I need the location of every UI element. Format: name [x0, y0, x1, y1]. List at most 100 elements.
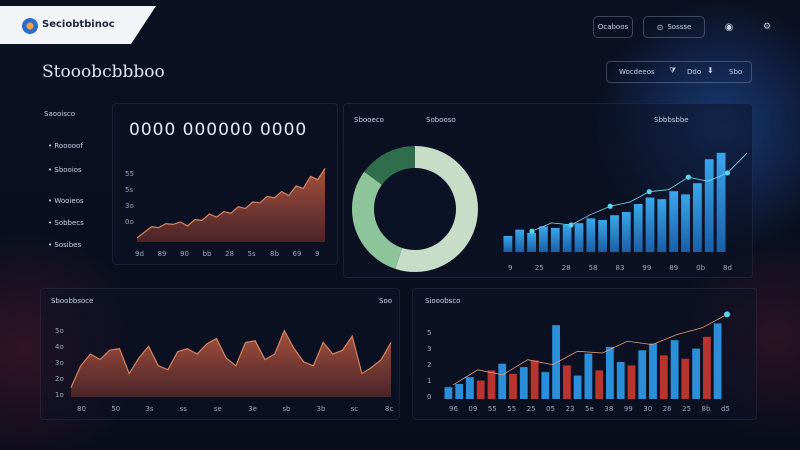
area1-x-tick: 90: [180, 250, 189, 258]
bars2-bar[interactable]: [444, 387, 453, 399]
toolbar-mid[interactable]: Ddo: [687, 68, 702, 76]
donut-label-2: Sobooso: [426, 116, 456, 124]
donut-slice[interactable]: [352, 146, 478, 272]
bars2-bar[interactable]: [703, 336, 711, 399]
download-icon[interactable]: ⬇: [707, 66, 714, 75]
bars1-bar[interactable]: [503, 236, 513, 252]
area1-x-tick: 9: [315, 250, 320, 258]
bars2-bar[interactable]: [595, 370, 604, 399]
bars1-trend-point[interactable]: [724, 170, 731, 176]
bars2-bar[interactable]: [563, 365, 571, 399]
bars1-trend-point[interactable]: [529, 228, 535, 234]
area-panel-2: Sboobbsoce Soo 5o 4o 3o 2o 1o 80 50 3s ss se 3e sb…: [40, 288, 400, 420]
header-button-1[interactable]: Ocaboos: [593, 16, 633, 38]
sidebar: Saooisco • Rooooof • Sbooios • Wooieos •…: [38, 106, 108, 256]
bars2-x-tick: 23: [565, 405, 575, 413]
settings-button[interactable]: ⚙: [760, 16, 774, 38]
bars2-bar[interactable]: [466, 377, 474, 399]
bars2-bar[interactable]: [455, 383, 464, 399]
bars2-bar[interactable]: [476, 380, 485, 400]
bars1-bar[interactable]: [515, 229, 525, 252]
sidebar-item-3[interactable]: • Wooieos: [48, 197, 84, 205]
user-icon: ◉: [724, 21, 734, 33]
bars2-bar[interactable]: [530, 360, 539, 399]
bars1-x-tick: 9: [508, 264, 513, 272]
bars2-bar[interactable]: [541, 372, 550, 399]
sidebar-item-4[interactable]: • Sobbecs: [48, 219, 84, 227]
donut-slice[interactable]: [352, 146, 478, 272]
bars1-bar[interactable]: [610, 215, 619, 252]
bars2-x-tick: 25: [526, 405, 536, 413]
bars2-bar[interactable]: [584, 353, 593, 399]
bars1-bar[interactable]: [539, 226, 548, 252]
bars1-bar[interactable]: [645, 197, 655, 252]
bars1-bar[interactable]: [681, 194, 690, 252]
bullet-icon: •: [48, 142, 53, 150]
bars1-x-tick: 25: [534, 264, 544, 272]
bars1-bar[interactable]: [704, 159, 714, 252]
bars1-bar[interactable]: [621, 212, 631, 252]
bars1-bar[interactable]: [693, 183, 702, 252]
bars2-x-tick: 8b: [701, 405, 711, 413]
area2-x-tick: 80: [77, 405, 86, 413]
bars1-trend-point[interactable]: [607, 203, 613, 209]
bullet-icon: •: [48, 166, 53, 174]
bars1-bar[interactable]: [657, 199, 667, 252]
bars2-trend-line: [452, 314, 728, 386]
bars1-bar[interactable]: [633, 204, 643, 252]
user-button[interactable]: ◉: [718, 16, 740, 38]
toolbar-label[interactable]: Wocdeeos: [619, 68, 655, 76]
bars2-trend-point[interactable]: [724, 311, 730, 318]
bars1-trend-point[interactable]: [685, 174, 691, 180]
bars1-bar[interactable]: [574, 223, 584, 252]
bars1-bar[interactable]: [550, 228, 560, 252]
area2-y-tick: 5o: [55, 327, 64, 335]
bars2-bar[interactable]: [670, 340, 679, 399]
bars2-bar[interactable]: [713, 323, 722, 399]
bars2-bar[interactable]: [606, 346, 614, 399]
bars2-bar[interactable]: [616, 362, 625, 399]
bars2-bar[interactable]: [638, 350, 647, 399]
area1-x-tick: 69: [292, 250, 302, 258]
bars1-bar[interactable]: [527, 232, 536, 252]
bars1-trend-point[interactable]: [646, 189, 652, 195]
bars2-bar[interactable]: [498, 363, 507, 399]
area1-x-tick: 5s: [247, 250, 256, 258]
bars1-x-tick: 58: [588, 264, 598, 272]
bars1-bar[interactable]: [598, 220, 607, 252]
bars2-y-tick: 1: [427, 377, 432, 385]
bars2-bar[interactable]: [627, 365, 636, 399]
bars2-x-tick: 5e: [585, 405, 594, 413]
bars2-bar[interactable]: [659, 355, 668, 399]
bars1-trend-point[interactable]: [568, 222, 574, 228]
header-button-2[interactable]: ⊙ Sossse: [643, 16, 705, 38]
bars2-bar[interactable]: [552, 325, 560, 399]
header-button-2-label: Sossse: [667, 23, 692, 31]
bars2-bar[interactable]: [519, 367, 528, 399]
donut-chart: [352, 146, 478, 272]
bars2-bar[interactable]: [649, 343, 657, 399]
bars1-bar[interactable]: [586, 218, 596, 252]
bars2-bar[interactable]: [573, 375, 582, 400]
area2-y-tick: 1o: [55, 391, 64, 399]
filter-icon[interactable]: ⧩: [669, 66, 677, 75]
logo-icon: [22, 18, 38, 34]
bars1-bar[interactable]: [669, 191, 679, 252]
bars1-bar[interactable]: [716, 152, 726, 252]
search-icon: ⊙: [656, 22, 664, 32]
bars2-x-tick: 30: [643, 405, 653, 413]
sidebar-item-2[interactable]: • Sbooios: [48, 166, 82, 174]
area1-x-tick: 89: [157, 250, 167, 258]
bars2-bar[interactable]: [509, 373, 517, 399]
bars2-bar[interactable]: [681, 358, 690, 399]
sidebar-item-5[interactable]: • Sosibes: [48, 241, 81, 249]
sidebar-item-1[interactable]: • Rooooof: [48, 142, 83, 150]
toolbar-right[interactable]: Sbo: [729, 68, 743, 76]
logo-bar: Seciobtbinoc: [0, 6, 156, 44]
area1-y-tick: 3o: [125, 202, 134, 210]
bars2-bar[interactable]: [487, 370, 496, 399]
bars2-bar[interactable]: [692, 348, 700, 399]
area2-x-tick: ss: [179, 405, 187, 413]
bars1-bar[interactable]: [562, 224, 572, 252]
kpi-panel: 0000 000000 0000 55 5s 3o 0o 9d 89 90 bb 28 5s 8b…: [112, 103, 338, 265]
